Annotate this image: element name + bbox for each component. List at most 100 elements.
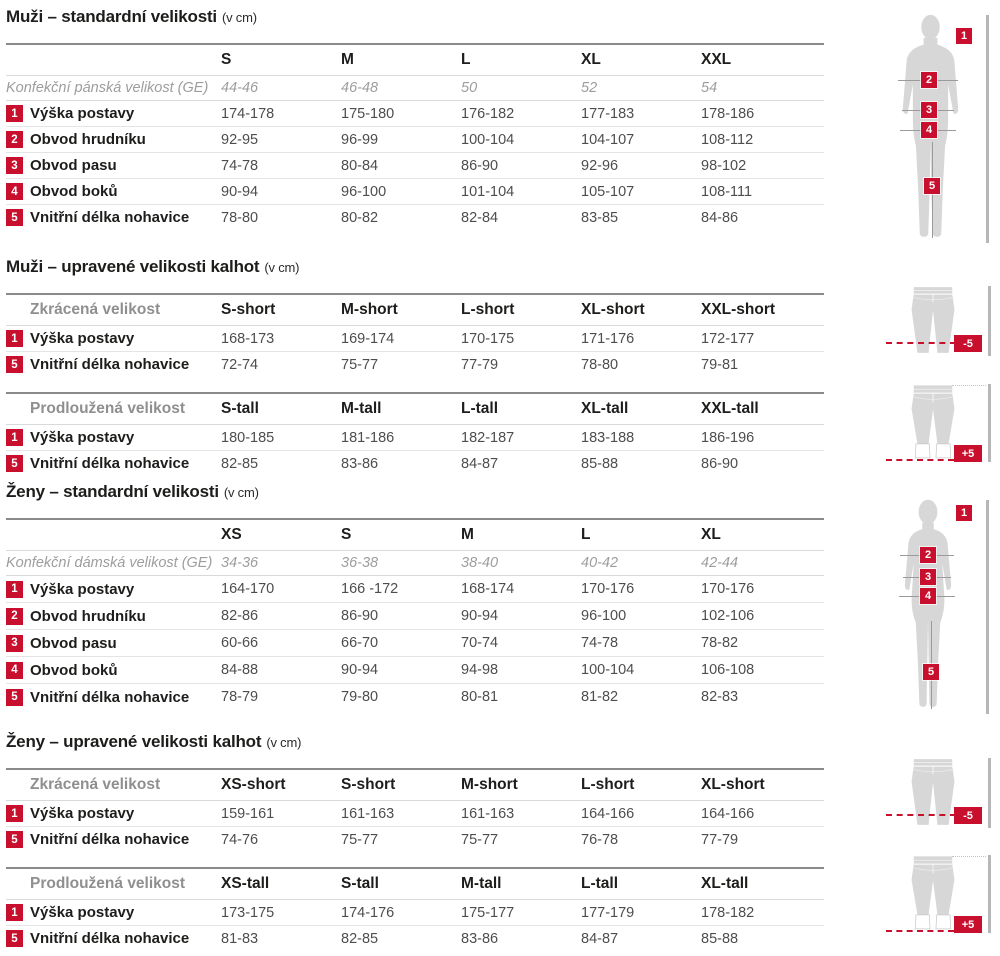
table-header-label-cell: Prodloužená velikost <box>6 400 221 418</box>
measurement-label-cell: 3 Obvod pasu <box>6 157 221 174</box>
size-column-header: S-short <box>341 776 461 794</box>
measurement-value: 174-178 <box>221 105 275 122</box>
measurement-value: 80-84 <box>341 157 379 174</box>
measurement-value: 178-182 <box>701 904 755 921</box>
measurement-value: 75-77 <box>341 831 379 848</box>
measurement-label: Výška postavy <box>30 805 135 822</box>
height-measure-line <box>986 15 989 243</box>
measurement-value: 171-176 <box>581 330 635 347</box>
size-column-header: XL-short <box>581 301 701 319</box>
size-column-label: XL-short <box>701 776 765 793</box>
table-header-label: Zkrácená velikost <box>30 776 161 793</box>
short-pants-icon <box>911 759 955 825</box>
measurement-row: 3 Obvod pasu 60-66 66-70 70-74 74-78 78-82 <box>6 630 824 657</box>
size-column-header: L <box>581 526 701 544</box>
table-header-label: Prodloužená velikost <box>30 400 186 417</box>
measurement-row: 4 Obvod boků 84-88 90-94 94-98 100-104 106-108 <box>6 657 824 684</box>
extended-length-line <box>886 459 954 461</box>
confection-size-label-cell: Konfekční pánská velikost (GE) <box>6 80 221 96</box>
women-tall-pants-figure: +5 <box>880 846 998 938</box>
measurement-value: 108-111 <box>701 183 753 200</box>
measurement-value-cell: 106-108 <box>701 661 824 679</box>
measurement-label-cell: 5 Vnitřní délka nohavice <box>6 455 221 472</box>
measurement-value: 81-83 <box>221 930 259 947</box>
measurement-value-cell: 108-111 <box>701 183 824 201</box>
measurement-value-cell: 177-179 <box>581 904 701 922</box>
confection-size-value: 42-44 <box>701 555 739 571</box>
size-column-label: S <box>341 526 352 543</box>
section-men-standard: Muži – standardní velikosti (v cm) S M L XL X… <box>6 6 824 230</box>
tall-pants-icon <box>911 856 955 930</box>
measurement-label-cell: 1 Výška postavy <box>6 105 221 122</box>
size-column-label: S-short <box>221 301 276 318</box>
measurement-row: 1 Výška postavy 174-178 175-180 176-182 177-1… <box>6 101 824 127</box>
measurement-row: 1 Výška postavy 168-173 169-174 170-175 171-1… <box>6 326 824 352</box>
measurement-value: 84-87 <box>581 930 619 947</box>
shortened-length-line <box>886 814 956 816</box>
measurement-value-cell: 79-80 <box>341 688 461 706</box>
measurement-label: Výška postavy <box>30 330 135 347</box>
shortened-length-line <box>886 342 956 344</box>
confection-size-value: 50 <box>461 80 478 96</box>
size-column-label: S <box>221 51 232 68</box>
measurement-row: 2 Obvod hrudníku 92-95 96-99 100-104 104-107 1… <box>6 127 824 153</box>
measurement-value-cell: 101-104 <box>461 183 581 201</box>
measurement-value-cell: 85-88 <box>701 930 824 948</box>
confection-size-value-cell: 38-40 <box>461 554 581 572</box>
measurement-label: Vnitřní délka nohavice <box>30 831 190 848</box>
measurement-value: 108-112 <box>701 131 754 148</box>
confection-size-value-cell: 54 <box>701 79 824 97</box>
row-number-badge: 1 <box>6 330 23 347</box>
size-column-header: XXL <box>701 51 824 69</box>
size-column-header: M <box>461 526 581 544</box>
measurement-value: 70-74 <box>461 635 499 651</box>
measurement-label-cell: 5 Vnitřní délka nohavice <box>6 930 221 947</box>
measurement-value-cell: 80-84 <box>341 157 461 175</box>
size-column-header: M-short <box>461 776 581 794</box>
section-unit: (v cm) <box>264 260 300 275</box>
measurement-label: Obvod boků <box>30 661 118 679</box>
measurement-label-cell: 5 Vnitřní délka nohavice <box>6 356 221 373</box>
measurement-value-cell: 164-166 <box>581 805 701 823</box>
measurement-value: 173-175 <box>221 904 275 921</box>
measurement-value: 77-79 <box>461 356 499 373</box>
measurement-value: 79-80 <box>341 689 379 705</box>
measurement-value-cell: 94-98 <box>461 661 581 679</box>
measurement-value: 84-87 <box>461 455 499 472</box>
measurement-value: 92-96 <box>581 157 619 174</box>
measurement-label-cell: 1 Výška postavy <box>6 580 221 598</box>
measurement-value: 86-90 <box>461 157 499 174</box>
measurement-value: 77-79 <box>701 831 739 848</box>
measure-badge-waist: 3 <box>920 569 936 585</box>
size-table: Zkrácená velikost XS-short S-short M-short L… <box>6 768 824 852</box>
section-title-text: Muži – standardní velikosti <box>6 7 217 26</box>
measurement-value: 170-176 <box>581 581 635 597</box>
measurement-value: 105-107 <box>581 183 635 200</box>
measurement-value: 101-104 <box>461 183 515 200</box>
measurement-value-cell: 92-96 <box>581 157 701 175</box>
measurement-value-cell: 175-177 <box>461 904 581 922</box>
measurement-value-cell: 86-90 <box>341 607 461 625</box>
measurement-value-cell: 159-161 <box>221 805 341 823</box>
row-number-badge: 1 <box>6 429 23 446</box>
women-body-figure: 1 2 3 4 5 <box>880 497 998 719</box>
measurement-value-cell: 85-88 <box>581 455 701 473</box>
measurement-value-cell: 83-86 <box>341 455 461 473</box>
section-title: Ženy – upravené velikosti kalhot (v cm) <box>6 731 824 754</box>
size-column-label: L <box>581 526 591 543</box>
measurement-value: 161-163 <box>461 805 515 822</box>
measurement-value-cell: 74-78 <box>221 157 341 175</box>
men-tall-pants-figure: +5 <box>880 375 998 467</box>
size-column-label: L-short <box>581 776 635 793</box>
size-table: Prodloužená velikost S-tall M-tall L-tall XL… <box>6 392 824 476</box>
measurement-row: 3 Obvod pasu 74-78 80-84 86-90 92-96 98-102 <box>6 153 824 179</box>
measurement-value: 75-77 <box>461 831 499 848</box>
measurement-value-cell: 178-186 <box>701 105 824 123</box>
measurement-value: 80-81 <box>461 689 499 705</box>
measurement-value-cell: 96-100 <box>341 183 461 201</box>
measurement-value: 175-177 <box>461 904 515 921</box>
measurement-value: 82-83 <box>701 689 739 705</box>
confection-size-value-cell: 52 <box>581 79 701 97</box>
measurement-label: Obvod hrudníku <box>30 607 146 625</box>
section-title-text: Muži – upravené velikosti kalhot <box>6 257 260 276</box>
